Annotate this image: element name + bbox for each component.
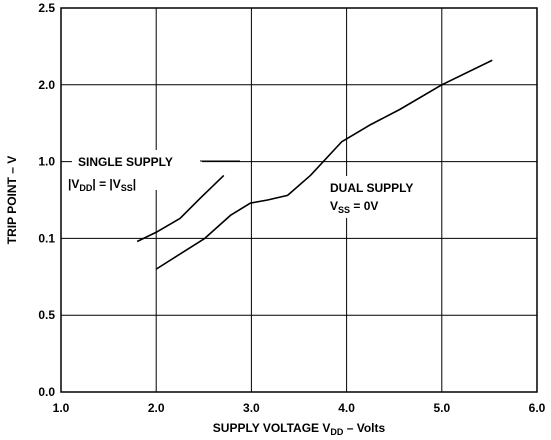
x-tick-label: 6.0	[529, 401, 546, 415]
y-tick-label: 0.1	[38, 231, 55, 245]
x-tick-label: 5.0	[433, 401, 450, 415]
y-tick-label: 1.0	[38, 155, 55, 169]
annotation-part: SS	[338, 205, 350, 215]
line	[155, 59, 493, 270]
y-tick-label: 2.0	[38, 78, 55, 92]
x-axis-label-part: – Volts	[343, 421, 385, 435]
y-tick-label: 2.5	[38, 1, 55, 15]
y-tick-label: 0.5	[38, 308, 55, 322]
x-axis-label-part: SUPPLY VOLTAGE V	[213, 421, 331, 435]
y-tick-label: 0.0	[38, 385, 55, 399]
annotation-part: |V	[68, 177, 79, 191]
annotation-part: | = |V	[92, 177, 120, 191]
x-tick-label: 3.0	[243, 401, 260, 415]
annotation-part: = 0V	[350, 199, 378, 213]
annotation-part: V	[330, 199, 338, 213]
plot-frame	[60, 7, 538, 393]
x-axis-label: SUPPLY VOLTAGE VDD – Volts	[213, 421, 386, 437]
annotation: VSS = 0V	[330, 199, 378, 215]
y-axis-label: TRIP POINT – V	[5, 156, 19, 244]
label-bg	[72, 150, 202, 190]
annotation-part: DD	[79, 183, 92, 193]
annotation-part: SS	[121, 183, 133, 193]
annotation: SINGLE SUPPLY	[78, 155, 173, 169]
annotation-part: DUAL SUPPLY	[330, 181, 413, 195]
annotation: DUAL SUPPLY	[330, 181, 413, 195]
annotation-part: SINGLE SUPPLY	[78, 155, 173, 169]
annotation-part: |	[133, 177, 136, 191]
line	[136, 174, 225, 243]
x-tick-label: 4.0	[338, 401, 355, 415]
x-tick-label: 2.0	[148, 401, 165, 415]
x-tick-label: 1.0	[53, 401, 70, 415]
x-axis-label-part: DD	[330, 427, 343, 437]
annotation: |VDD| = |VSS|	[68, 177, 136, 193]
label-bg	[326, 176, 436, 218]
